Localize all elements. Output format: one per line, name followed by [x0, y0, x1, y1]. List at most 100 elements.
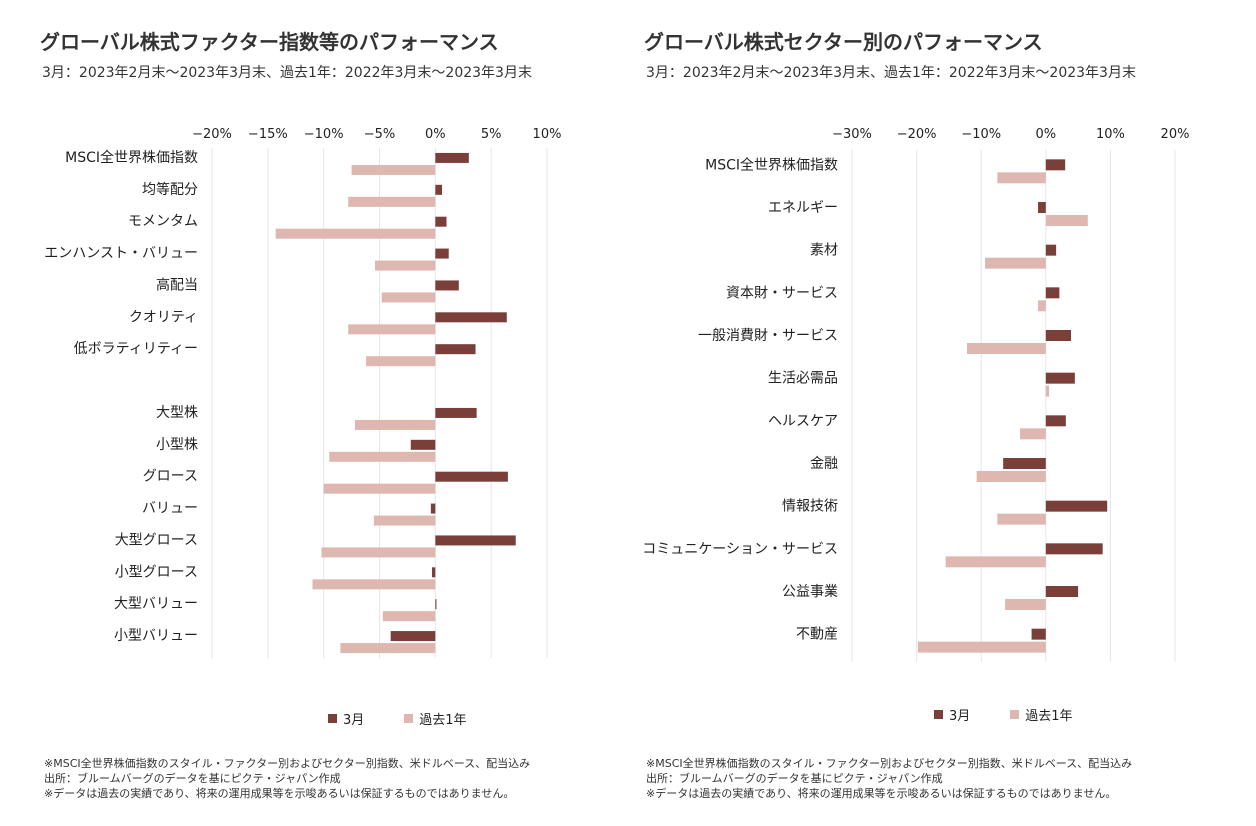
x-tick-label: 0% — [1035, 127, 1056, 142]
bar-march — [435, 216, 447, 227]
bar-march — [1045, 159, 1066, 171]
legend-label-march: 3月 — [343, 713, 365, 728]
category-label: 大型株 — [156, 405, 198, 421]
category-label: 低ボラティリティー — [74, 341, 198, 357]
bar-march — [390, 631, 436, 642]
category-label: 小型株 — [156, 437, 198, 453]
x-tick-label: −30% — [832, 127, 872, 142]
legend-label-march: 3月 — [949, 709, 971, 724]
note-line: ※MSCI全世界株価指数のスタイル・ファクター別およびセクター別指数、米ドルベー… — [44, 757, 531, 770]
bar-march — [435, 312, 507, 323]
legend-swatch-past-year — [1010, 710, 1020, 719]
bar-march — [435, 407, 477, 418]
bar-past-year — [976, 471, 1046, 482]
bar-past-year — [329, 451, 436, 462]
bar-past-year — [312, 579, 436, 590]
bar-past-year — [1045, 385, 1050, 397]
category-label: 大型グロース — [115, 532, 198, 548]
x-tick-label: 10% — [1096, 127, 1125, 142]
category-label: ヘルスケア — [768, 413, 838, 429]
bar-past-year — [945, 556, 1046, 568]
bar-past-year — [323, 483, 436, 494]
category-label: クオリティ — [129, 309, 198, 325]
chart-title: グローバル株式セクター別のパフォーマンス — [644, 30, 1043, 54]
chart-subtitle: 3月：2023年2月末～2023年3月末、過去1年：2022年3月末～2023年… — [646, 65, 1136, 81]
category-label: 小型バリュー — [114, 628, 198, 644]
category-label: エネルギー — [768, 200, 838, 216]
legend-item-march: 3月 — [934, 705, 970, 724]
legend-label-past-year: 過去1年 — [419, 713, 467, 728]
factor-chart-panel: グローバル株式ファクター指数等のパフォーマンス 3月：2023年2月末～2023… — [40, 30, 561, 801]
bar-march — [435, 248, 449, 259]
bar-march — [410, 439, 436, 450]
bar-past-year — [366, 356, 436, 367]
category-label: 素材 — [810, 243, 838, 259]
bar-past-year — [351, 164, 436, 175]
x-tick-label: 5% — [481, 127, 502, 142]
x-tick-label: −15% — [248, 127, 288, 142]
bar-past-year — [997, 513, 1046, 525]
bar-march — [1045, 287, 1060, 299]
bar-march — [435, 599, 437, 610]
x-tick-label: −10% — [304, 127, 344, 142]
x-tick-label: 20% — [1161, 127, 1190, 142]
chart-notes: ※MSCI全世界株価指数のスタイル・ファクター別およびセクター別指数、米ドルベー… — [44, 756, 530, 801]
note-line: 出所：ブルームバーグのデータを基にピクテ・ジャパン作成 — [646, 772, 943, 785]
bar-past-year — [985, 257, 1046, 269]
bar-march — [1045, 330, 1071, 341]
legend-item-past-year: 過去1年 — [404, 709, 467, 728]
bar-past-year — [1045, 215, 1088, 226]
category-label: グロース — [143, 469, 198, 485]
category-label: MSCI全世界株価指数 — [705, 156, 838, 173]
chart-title: グローバル株式ファクター指数等のパフォーマンス — [40, 30, 499, 54]
bar-past-year — [997, 172, 1046, 184]
category-label: 一般消費財・サービス — [698, 328, 838, 344]
x-tick-label: −5% — [364, 127, 396, 142]
category-label: 情報技術 — [782, 499, 838, 515]
bar-past-year — [340, 643, 436, 654]
bar-past-year — [354, 419, 436, 430]
bar-march — [435, 280, 459, 291]
bar-past-year — [1005, 599, 1046, 610]
bar-march — [435, 344, 476, 355]
bar-past-year — [375, 260, 436, 271]
legend-item-march: 3月 — [328, 709, 364, 728]
category-label: MSCI全世界株価指数 — [65, 149, 198, 166]
bar-march — [1045, 244, 1057, 256]
category-label: 不動産 — [796, 627, 838, 643]
sector-chart-panel: グローバル株式セクター別のパフォーマンス 3月：2023年2月末～2023年3月… — [628, 0, 1256, 826]
bar-past-year — [275, 228, 436, 239]
category-label: エンハンスト・バリュー — [44, 246, 198, 262]
bar-march — [1003, 458, 1046, 469]
x-tick-label: −20% — [192, 127, 232, 142]
legend-swatch-march — [934, 710, 943, 719]
category-label: 資本財・サービス — [726, 285, 838, 301]
bar-past-year — [321, 547, 436, 558]
note-line: 出所：ブルームバーグのデータを基にピクテ・ジャパン作成 — [44, 772, 341, 785]
bar-past-year — [348, 196, 436, 207]
chart-subtitle: 3月：2023年2月末～2023年3月末、過去1年：2022年3月末～2023年… — [42, 65, 532, 81]
category-label: モメンタム — [128, 214, 198, 230]
bar-march — [435, 184, 443, 195]
category-label: 均等配分 — [142, 181, 198, 198]
category-label: 金融 — [810, 456, 838, 472]
bar-past-year — [381, 292, 436, 303]
bar-march — [1045, 543, 1103, 555]
bar-past-year — [1019, 428, 1046, 440]
bar-march — [1045, 500, 1108, 512]
bar-march — [435, 535, 516, 546]
chart-notes: ※MSCI全世界株価指数のスタイル・ファクター別およびセクター別指数、米ドルベー… — [646, 756, 1132, 801]
bar-march — [1045, 586, 1079, 597]
bar-march — [430, 503, 436, 514]
category-label: バリュー — [142, 501, 198, 517]
bar-past-year — [348, 324, 436, 335]
x-tick-label: 0% — [425, 127, 446, 142]
category-label: 公益事業 — [782, 584, 838, 600]
note-line: ※データは過去の実績であり、将来の運用成果等を示唆あるいは保証するものではありま… — [646, 787, 1117, 800]
factor-bar-chart: −20% −15% −10% −5% 0% 5% 10% MSCI全世界株価指数均等配分モメン… — [44, 127, 561, 658]
legend-item-past-year: 過去1年 — [1010, 705, 1073, 724]
sector-bar-chart: −30% −20% −10% 0% 10% 20% MSCI全世界株価指数エネルギー素材資本… — [642, 127, 1190, 662]
legend-swatch-march — [328, 714, 337, 723]
category-label: 小型グロース — [115, 564, 198, 580]
bar-march — [1045, 372, 1075, 384]
